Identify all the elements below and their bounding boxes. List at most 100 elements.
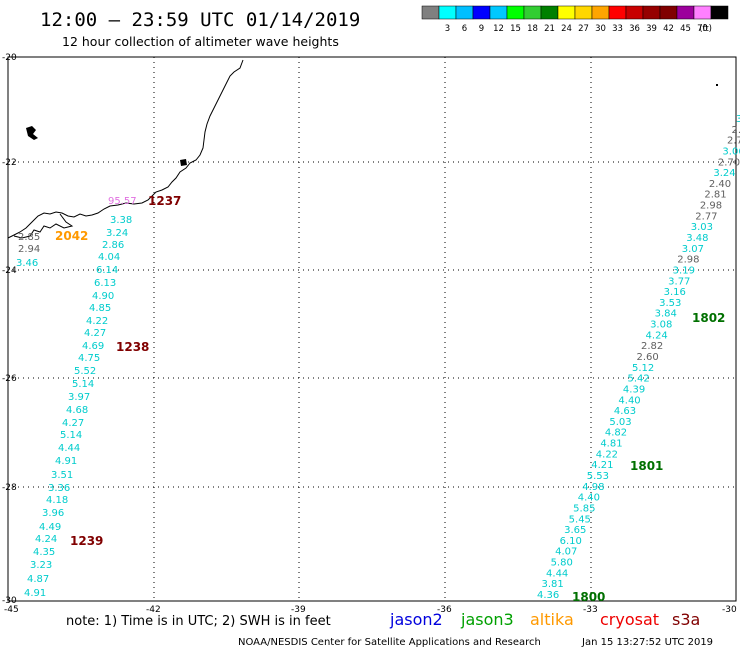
track-time-label: 2042 bbox=[55, 229, 88, 243]
west-swh-label: 4.69 bbox=[82, 341, 104, 352]
legend-label: 6 bbox=[462, 24, 467, 34]
east-swh-label: 4.24 bbox=[646, 330, 668, 341]
east-swh-label: 3.77 bbox=[668, 276, 690, 287]
west-swh-label: 6.14 bbox=[96, 265, 118, 276]
coastline-island bbox=[26, 126, 38, 140]
legend-swatch bbox=[625, 5, 644, 20]
west-swh-label: 3.24 bbox=[106, 228, 128, 239]
west-swh-label: 3.36 bbox=[48, 483, 70, 494]
coastline-bay bbox=[13, 213, 74, 239]
legend-label: 39 bbox=[646, 24, 657, 34]
west-swh-label: 4.24 bbox=[35, 534, 57, 545]
east-swh-label: 3.06 bbox=[722, 146, 740, 157]
west-swh-label: 2.85 bbox=[18, 232, 40, 243]
legend-swatch bbox=[438, 5, 457, 20]
color-legend: 3 6 9 12 15 18 21 24 27 30 33 36 39 42 45 70(ft) bbox=[421, 5, 729, 34]
west-swh-label: 5.52 bbox=[74, 366, 96, 377]
legend-swatch bbox=[642, 5, 661, 20]
legend-label: 21 bbox=[544, 24, 555, 34]
west-swh-label: 3.38 bbox=[110, 215, 132, 226]
coastline bbox=[7, 59, 244, 239]
legend-swatch bbox=[472, 5, 491, 20]
lat-tick: -26 bbox=[2, 374, 17, 384]
east-swh-label: 4.81 bbox=[600, 439, 622, 450]
map-title: 12:00 – 23:59 UTC 01/14/2019 bbox=[40, 9, 360, 31]
lat-tick: -20 bbox=[2, 53, 17, 63]
satellite-jason2: jason2 bbox=[389, 610, 443, 629]
legend-label: 3 bbox=[445, 24, 450, 34]
satellite-s3a: s3a bbox=[672, 610, 700, 629]
legend-swatch bbox=[540, 5, 559, 20]
track-time-label: 1238 bbox=[116, 340, 149, 354]
legend-label: 30 bbox=[595, 24, 606, 34]
lat-tick: -30 bbox=[2, 596, 17, 606]
satellite-legend: jason2 jason3 altika cryosat s3a bbox=[389, 610, 700, 629]
track-time-label: 1802 bbox=[692, 311, 725, 325]
east-swh-label: 2.98 bbox=[677, 255, 699, 266]
west-swh-label: 3.23 bbox=[30, 560, 52, 571]
legend-label: 45 bbox=[680, 24, 691, 34]
lon-tick: -30 bbox=[722, 605, 737, 615]
lat-tick: -22 bbox=[2, 158, 17, 168]
east-swh-label: 3.19 bbox=[673, 265, 695, 276]
track-time-label: 1239 bbox=[70, 534, 103, 548]
east-swh-label: 3.53 bbox=[659, 298, 681, 309]
legend-unit: (ft) bbox=[699, 24, 712, 34]
east-swh-label: 4.36 bbox=[537, 590, 559, 601]
lon-tick: -45 bbox=[4, 605, 19, 615]
west-swh-label: 5.14 bbox=[72, 379, 94, 390]
east-swh-label: 4.98 bbox=[582, 482, 604, 493]
west-swh-label: 3.97 bbox=[68, 392, 90, 403]
legend-label: 70 bbox=[697, 24, 708, 34]
west-swh-label: 3.96 bbox=[42, 508, 64, 519]
east-swh-label: 2.70 bbox=[718, 157, 740, 168]
west-swh-label: 4.90 bbox=[92, 291, 114, 302]
satellite-cryosat: cryosat bbox=[600, 610, 659, 629]
lon-tick: -33 bbox=[583, 605, 598, 615]
west-swh-label: 5.14 bbox=[60, 430, 82, 441]
west-swh-label: 4.27 bbox=[84, 328, 106, 339]
east-swh-label: 3 bbox=[736, 114, 740, 125]
east-swh-label: 2.81 bbox=[704, 190, 726, 201]
east-swh-label: 3.84 bbox=[655, 309, 677, 320]
legend-label: 27 bbox=[578, 24, 589, 34]
east-swh-label: 2.82 bbox=[641, 341, 663, 352]
legend-label: 9 bbox=[479, 24, 484, 34]
track-time-label: 1800 bbox=[572, 590, 605, 604]
east-swh-label: 5.42 bbox=[627, 374, 649, 385]
east-swh-label: 3.81 bbox=[542, 579, 564, 590]
west-swh-label: 4.87 bbox=[27, 574, 49, 585]
legend-swatch bbox=[489, 5, 508, 20]
map-subtitle: 12 hour collection of altimeter wave hei… bbox=[62, 34, 339, 49]
track-time-label: 1237 bbox=[148, 194, 181, 208]
east-swh-label: 4.63 bbox=[614, 406, 636, 417]
west-swh-label: 4.04 bbox=[98, 252, 120, 263]
legend-swatch bbox=[676, 5, 695, 20]
east-swh-label: 5.45 bbox=[569, 514, 591, 525]
footer-note: note: 1) Time is in UTC; 2) SWH is in fe… bbox=[66, 614, 331, 629]
west-swh-label: 4.35 bbox=[33, 547, 55, 558]
legend-swatch bbox=[710, 5, 729, 20]
legend-label: 18 bbox=[527, 24, 538, 34]
east-swh-label: 3.16 bbox=[664, 287, 686, 298]
east-swh-label: 2.98 bbox=[700, 201, 722, 212]
east-swh-label: 5.12 bbox=[632, 363, 654, 374]
lon-tick: -42 bbox=[146, 605, 161, 615]
legend-swatch bbox=[523, 5, 542, 20]
east-swh-label: 3.65 bbox=[564, 525, 586, 536]
east-swh-label: 4.40 bbox=[618, 395, 640, 406]
east-swh-label: 2.40 bbox=[709, 179, 731, 190]
axis-labels: -20 -22 -24 -26 -28 -30 -45 -42 -39 -36 … bbox=[2, 53, 737, 615]
lon-tick: -36 bbox=[437, 605, 452, 615]
legend-label: 15 bbox=[510, 24, 521, 34]
lat-tick: -28 bbox=[2, 483, 17, 493]
east-swh-label: 2.4 bbox=[731, 125, 740, 136]
satellite-jason3: jason3 bbox=[460, 610, 514, 629]
east-swh-label: 2.77 bbox=[695, 211, 717, 222]
west-swh-label: 4.75 bbox=[78, 353, 100, 364]
east-swh-label: 6.10 bbox=[560, 536, 582, 547]
east-swh-label: 4.22 bbox=[596, 449, 618, 460]
east-swh-label: 5.53 bbox=[587, 471, 609, 482]
coastline-island bbox=[180, 159, 187, 166]
